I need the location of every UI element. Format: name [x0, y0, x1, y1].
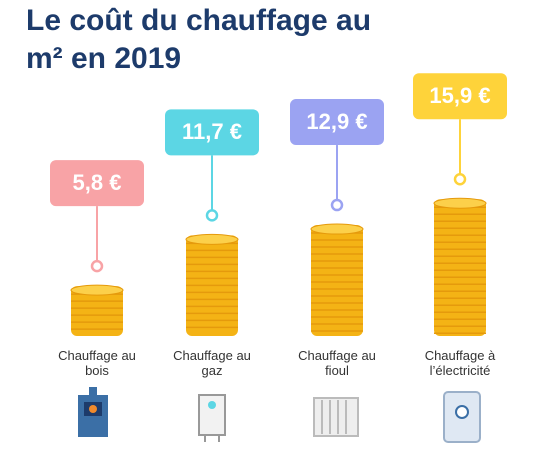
wood-stove-icon [78, 387, 108, 437]
coin-stack [70, 284, 124, 336]
coin-top [185, 233, 239, 245]
gas-boiler-icon [198, 394, 226, 442]
coin-top [310, 223, 364, 235]
pin-dot [330, 198, 344, 212]
coin-top [70, 284, 124, 296]
coin-top [433, 197, 487, 209]
coin-body [71, 286, 123, 336]
category-label: Chauffage à l’électricité [424, 348, 496, 378]
coin-stack [310, 223, 364, 336]
value-label: 12,9 € [306, 109, 367, 134]
icons [78, 387, 481, 443]
value-label: 11,7 € [182, 119, 242, 144]
coin-body [311, 225, 363, 336]
pin-dot [205, 209, 219, 222]
value-box [290, 99, 384, 146]
pin-dot [453, 173, 467, 186]
value-label: 15,9 € [429, 83, 490, 108]
category-label: Chauffage au fioul [298, 348, 376, 378]
electric-heater-icon [443, 391, 481, 443]
category-label: Chauffage au bois [58, 348, 136, 378]
chart-title: Le coût du chauffage au m² en 2019 [26, 4, 372, 75]
value-box [413, 73, 507, 120]
value-box [50, 160, 144, 207]
category-label: Chauffage au gaz [173, 348, 251, 378]
pin-dot [90, 259, 104, 273]
coin-stack [185, 233, 239, 336]
coin-stack [433, 197, 487, 336]
oil-radiator-icon [313, 397, 359, 437]
value-box [165, 109, 259, 156]
value-label: 5,8 € [73, 170, 122, 195]
coin-body [434, 199, 486, 336]
